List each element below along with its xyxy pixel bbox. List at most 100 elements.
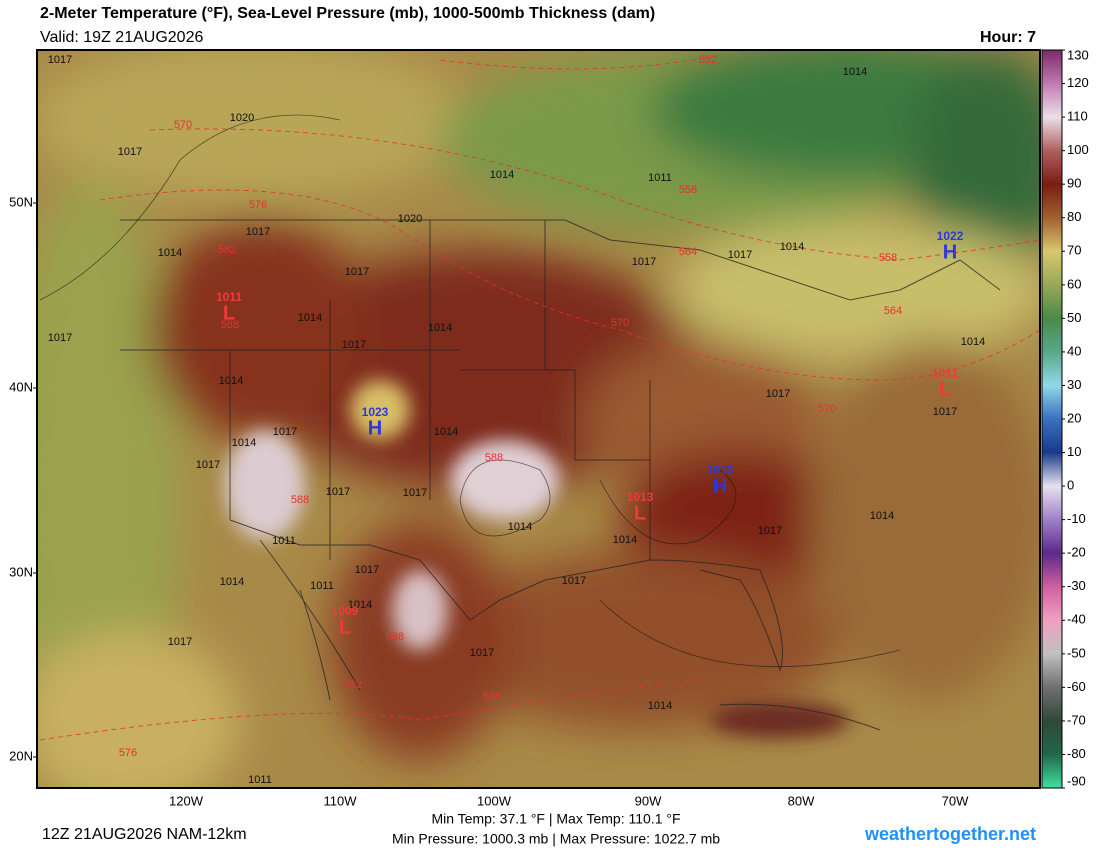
thickness-label: 570 (174, 119, 192, 131)
isobar-label: 1017 (48, 54, 72, 66)
isobar-label: 1014 (648, 700, 672, 712)
isobar-label: 1011 (648, 172, 672, 184)
isobar-label: 1014 (490, 169, 514, 181)
pressure-letter: H (368, 417, 382, 439)
isobar-label: 1017 (345, 266, 369, 278)
colorbar-tick-label: 30 (1067, 377, 1081, 392)
colorbar-tick-label: -30 (1067, 578, 1086, 593)
colorbar-tick-label: -70 (1067, 712, 1086, 727)
isobar-label: 1017 (246, 226, 270, 238)
isobar-label: 1017 (470, 647, 494, 659)
colorbar-tick-label: 20 (1067, 410, 1081, 425)
isobar-label: 1014 (508, 521, 532, 533)
colorbar-tick-label: 40 (1067, 343, 1081, 358)
colorbar-tick-label: -80 (1067, 746, 1086, 761)
isobar-label: 1017 (766, 388, 790, 400)
isobar-label: 1017 (48, 332, 72, 344)
lon-label: 70W (942, 793, 969, 808)
colorbar-tick-label: -60 (1067, 679, 1086, 694)
isobar-label: 1017 (342, 339, 366, 351)
colorbar-tick-label: -90 (1067, 773, 1086, 788)
pressure-range: Min Pressure: 1000.3 mb | Max Pressure: … (392, 831, 720, 847)
thickness-lines (39, 54, 1040, 741)
isobar-label: 1017 (168, 636, 192, 648)
thickness-label: 576 (119, 747, 137, 759)
colorbar-tick-label: 70 (1067, 243, 1081, 258)
colorbar: 1301201101009080706050403020100-10-20-30… (1041, 47, 1089, 789)
lon-label: 90W (635, 793, 662, 808)
lon-label: 110W (324, 793, 358, 808)
model-run: 12Z 21AUG2026 NAM-12km (42, 826, 247, 843)
thickness-label: 588 (485, 452, 503, 464)
thickness-label: 582 (344, 679, 362, 691)
pressure-value: 1013 (627, 490, 654, 504)
colorbar-tick-label: 120 (1067, 75, 1089, 90)
thickness-label: 570 (611, 317, 629, 329)
pressure-value: 1015 (707, 463, 734, 477)
thickness-label: 588 (386, 631, 404, 643)
map-frame (36, 49, 1041, 789)
isobar-label: 1014 (158, 247, 182, 259)
hot-spots (225, 380, 850, 738)
colorbar-tick-label: 80 (1067, 209, 1081, 224)
boundaries (120, 219, 1001, 731)
map-labels: 50N 40N 30N 20N 120W 110W 100W 90W 80W 70W 1017 102… (9, 54, 985, 809)
colorbar-tick-label: 110 (1067, 109, 1088, 124)
map-field (37, 50, 1040, 788)
colorbar-tick-label: 130 (1067, 47, 1089, 62)
valid-time: Valid: 19Z 21AUG2026 (40, 29, 203, 46)
isobar-label: 1017 (758, 525, 782, 537)
colorbar-tick-label: -40 (1067, 612, 1086, 627)
colorbar-bar (1041, 49, 1063, 789)
lat-label: 20N (9, 748, 33, 763)
colorbar-tick-label: -50 (1067, 645, 1086, 660)
isobar-label: 1014 (220, 576, 244, 588)
thickness-label: 570 (818, 403, 836, 415)
pressure-value: 1011 (216, 290, 242, 304)
temperature-shading (37, 50, 1040, 788)
pressure-value: 1022 (937, 229, 964, 243)
isobar-label: 1020 (398, 213, 422, 225)
isobar-label: 1017 (632, 256, 656, 268)
isobar-label: 1014 (870, 510, 894, 522)
thickness-label: 588 (221, 319, 239, 331)
thickness-label: 558 (679, 184, 697, 196)
isobar-label: 1014 (298, 312, 322, 324)
lat-label: 30N (9, 564, 33, 579)
colorbar-tick-label: 10 (1067, 444, 1081, 459)
isobar-label: 1014 (232, 437, 256, 449)
isobar-label: 1017 (728, 249, 752, 261)
pressure-letter: L (634, 502, 646, 524)
thickness-label: 564 (679, 246, 697, 258)
pressure-letter: H (713, 475, 727, 497)
forecast-hour: Hour: 7 (980, 29, 1036, 46)
pressure-letter: L (339, 616, 351, 638)
pressure-letter: H (943, 241, 957, 263)
isobar-label: 1014 (613, 534, 637, 546)
thickness-label: 588 (291, 494, 309, 506)
lon-label: 80W (788, 793, 815, 808)
colorbar-tick-label: 60 (1067, 276, 1081, 291)
isobar-label: 1017 (933, 406, 957, 418)
colorbar-tick-label: -20 (1067, 545, 1086, 560)
pressure-value: 1011 (932, 366, 958, 380)
thickness-label: 576 (249, 199, 267, 211)
isobar-label: 1017 (118, 146, 142, 158)
site-credit: weathertogether.net (864, 824, 1036, 844)
lat-label: 40N (9, 379, 33, 394)
pressure-letter: L (223, 302, 235, 324)
lon-label: 120W (169, 793, 204, 808)
pressure-letter: L (939, 378, 951, 400)
thickness-label: 582 (218, 244, 236, 256)
temp-range: Min Temp: 37.1 °F | Max Temp: 110.1 °F (431, 811, 680, 827)
isobar-label: 1017 (562, 575, 586, 587)
thickness-label: 558 (879, 252, 897, 264)
isobars (39, 114, 901, 668)
isobar-label: 1020 (230, 112, 254, 124)
isobar-label: 1014 (780, 241, 804, 253)
isobar-label: 1011 (248, 774, 272, 786)
title: 2-Meter Temperature (°F), Sea-Level Pres… (40, 5, 655, 22)
lon-label: 100W (477, 793, 512, 808)
lat-label: 50N (9, 194, 33, 209)
